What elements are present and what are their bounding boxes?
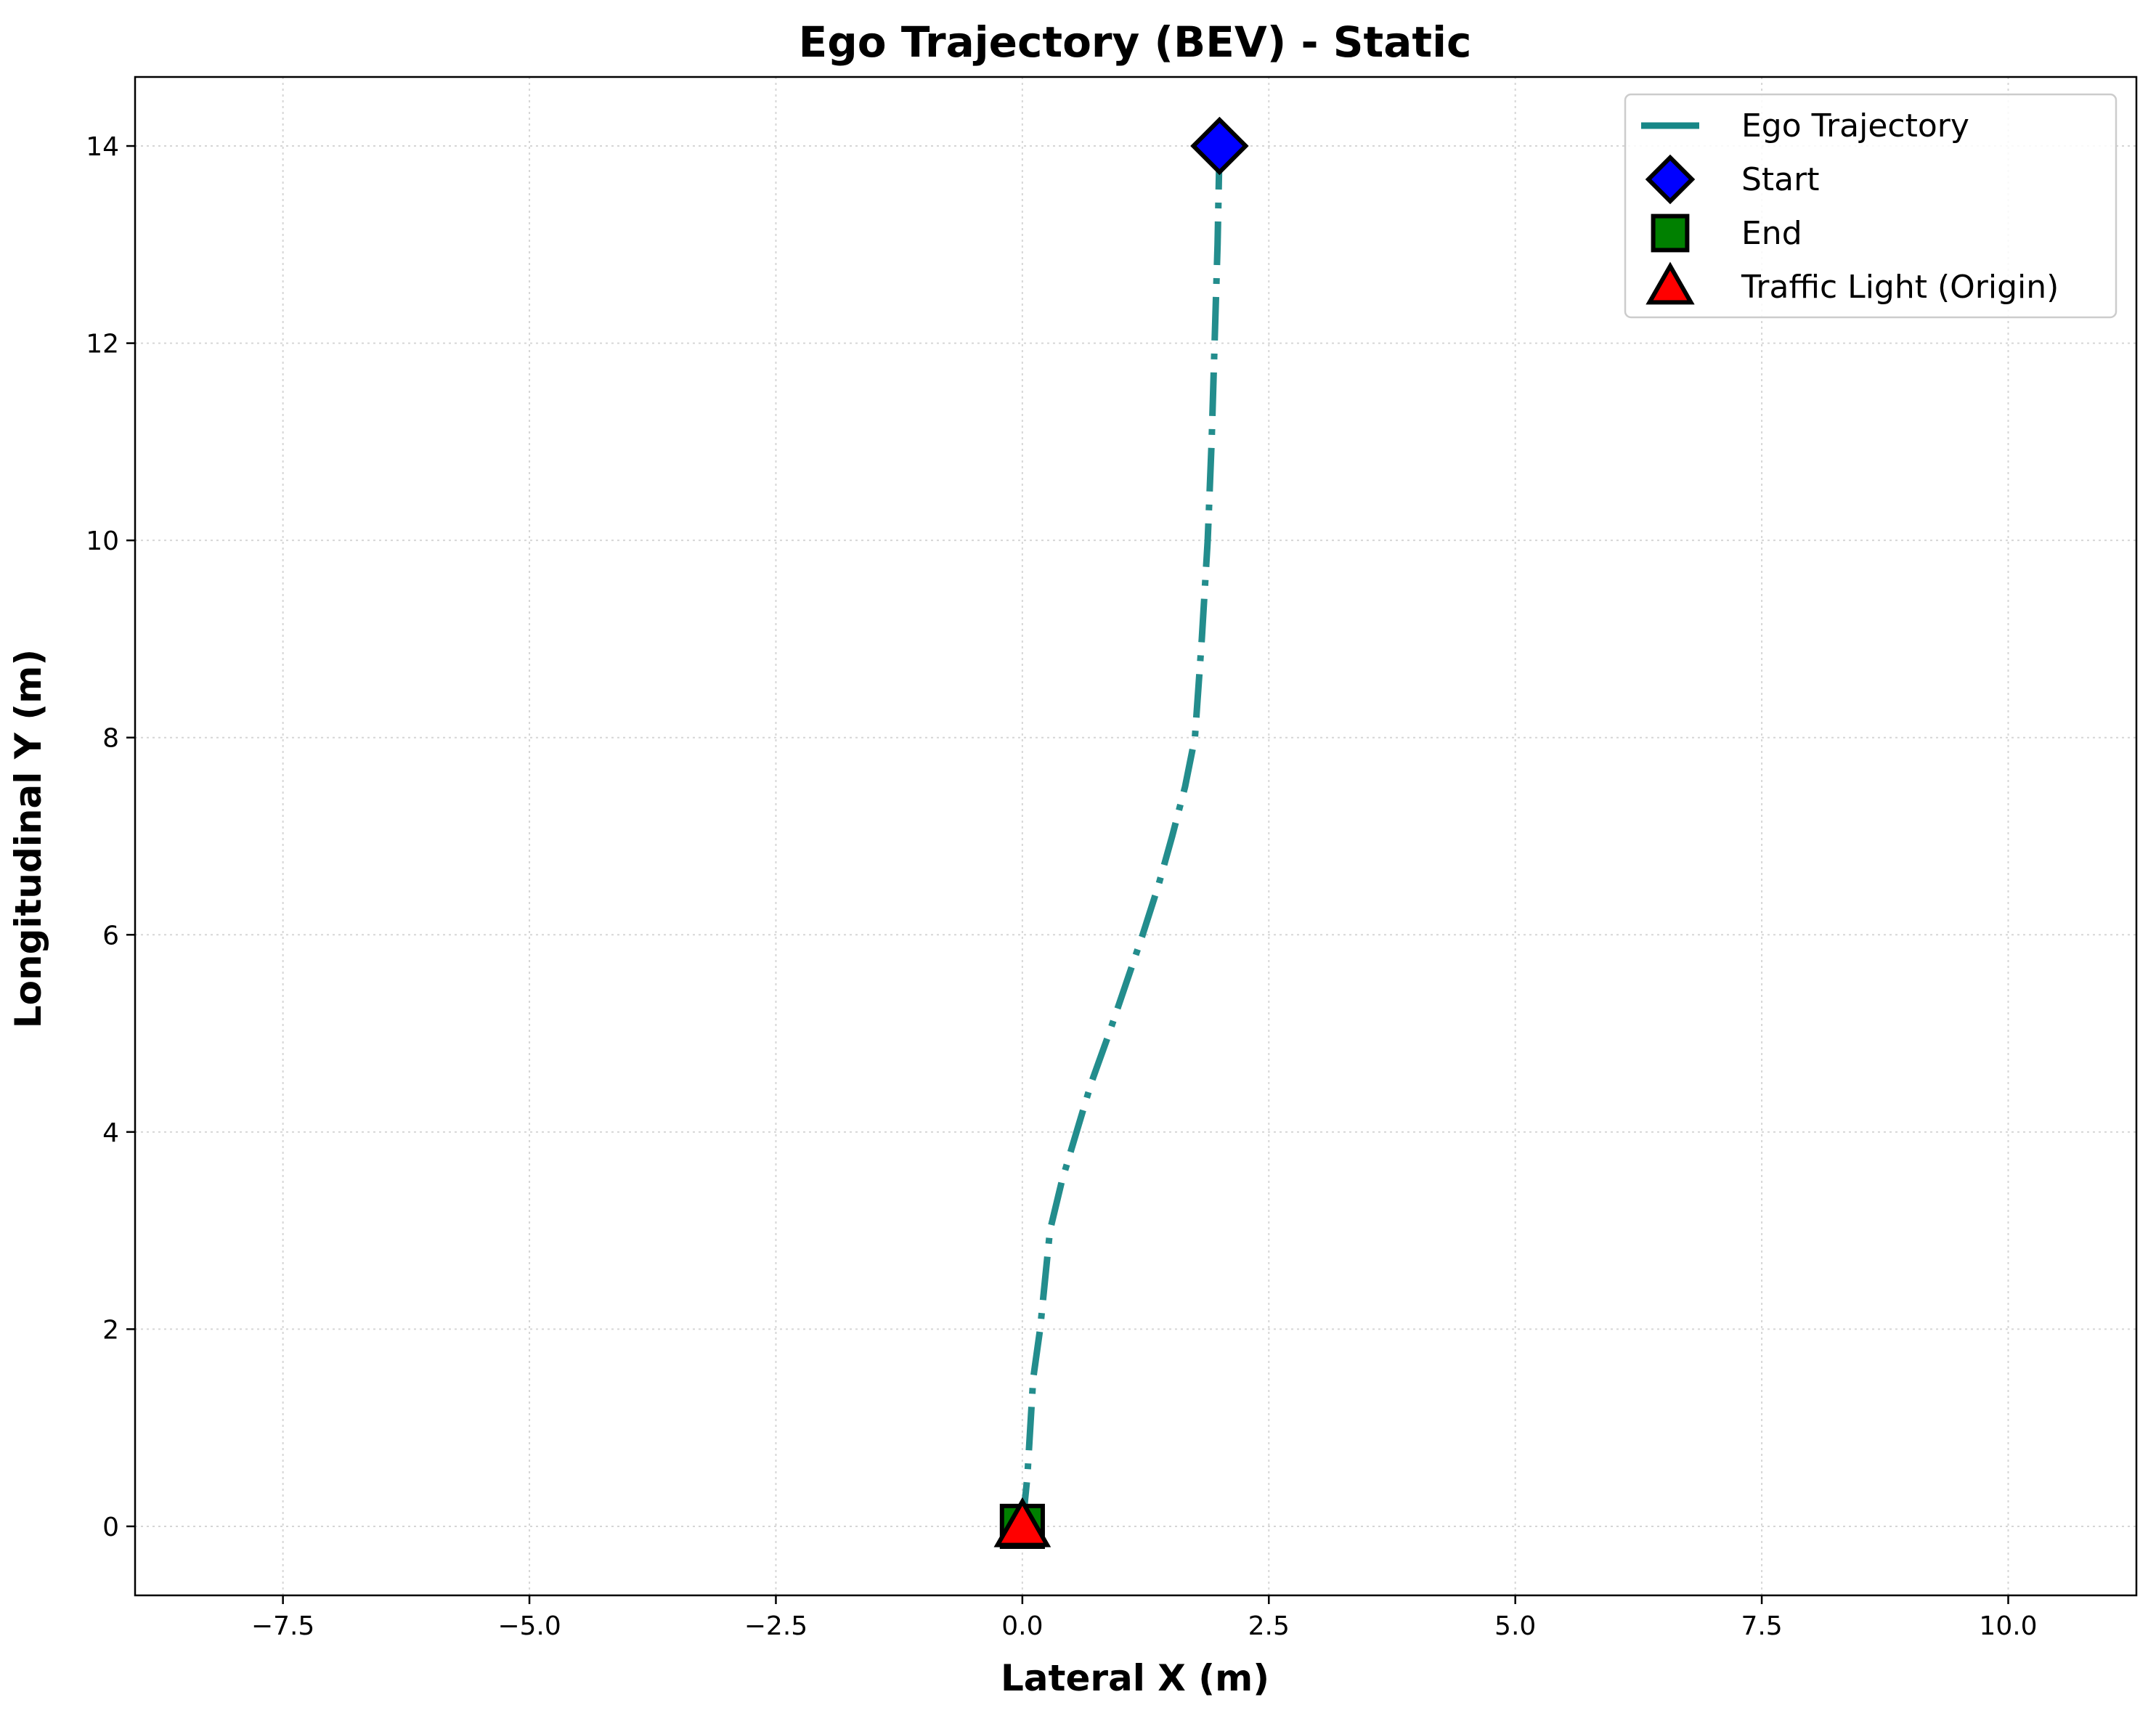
chart-title: Ego Trajectory (BEV) - Static xyxy=(799,17,1472,67)
legend-label-3: Traffic Light (Origin) xyxy=(1741,269,2059,306)
y-axis-label: Longitudinal Y (m) xyxy=(7,649,49,1028)
x-tick-label-2: −2.5 xyxy=(744,1611,808,1641)
plot-frame xyxy=(134,76,2138,1597)
y-tick-label-5: 10 xyxy=(86,526,119,556)
series-layer xyxy=(1019,145,1223,1527)
legend-label-2: End xyxy=(1741,215,1802,252)
legend-label-0: Ego Trajectory xyxy=(1741,107,1969,145)
y-tick-label-7: 14 xyxy=(86,132,119,162)
legend-label-1: Start xyxy=(1741,161,1820,198)
y-tick-label-4: 8 xyxy=(102,724,119,754)
tick-layer: −7.5 −5.0 −2.5 0.0 2.5 5.0 7.5 10.0 0 2 4 6 8 10 12 14 xyxy=(86,132,2037,1641)
y-tick-label-0: 0 xyxy=(102,1513,119,1542)
y-tick-label-2: 4 xyxy=(102,1118,119,1148)
x-tick-label-4: 2.5 xyxy=(1248,1611,1290,1641)
legend-box xyxy=(1624,93,2118,319)
y-tick-label-3: 6 xyxy=(102,921,119,951)
x-tick-label-7: 10.0 xyxy=(1979,1611,2037,1641)
legend: Ego Trajectory Start End Traffic Light (Ori… xyxy=(1624,93,2118,319)
series-line-0 xyxy=(1019,145,1223,1527)
grid-layer xyxy=(135,77,2136,1595)
legend-square-swatch xyxy=(1651,213,1690,253)
x-axis-label: Lateral X (m) xyxy=(1001,1657,1269,1699)
marker-diamond-0 xyxy=(1190,116,1249,176)
legend-diamond-swatch xyxy=(1645,154,1696,205)
marker-layer xyxy=(993,116,1249,1550)
x-tick-label-0: −7.5 xyxy=(251,1611,314,1641)
x-tick-label-1: −5.0 xyxy=(497,1611,561,1641)
x-tick-label-3: 0.0 xyxy=(1001,1611,1043,1641)
legend-triangle-swatch xyxy=(1646,261,1695,305)
x-tick-label-5: 5.0 xyxy=(1494,1611,1536,1641)
y-tick-label-6: 12 xyxy=(86,330,119,359)
y-tick-label-1: 2 xyxy=(102,1315,119,1345)
marker-triangle-2 xyxy=(993,1497,1051,1547)
x-tick-label-6: 7.5 xyxy=(1741,1611,1782,1641)
